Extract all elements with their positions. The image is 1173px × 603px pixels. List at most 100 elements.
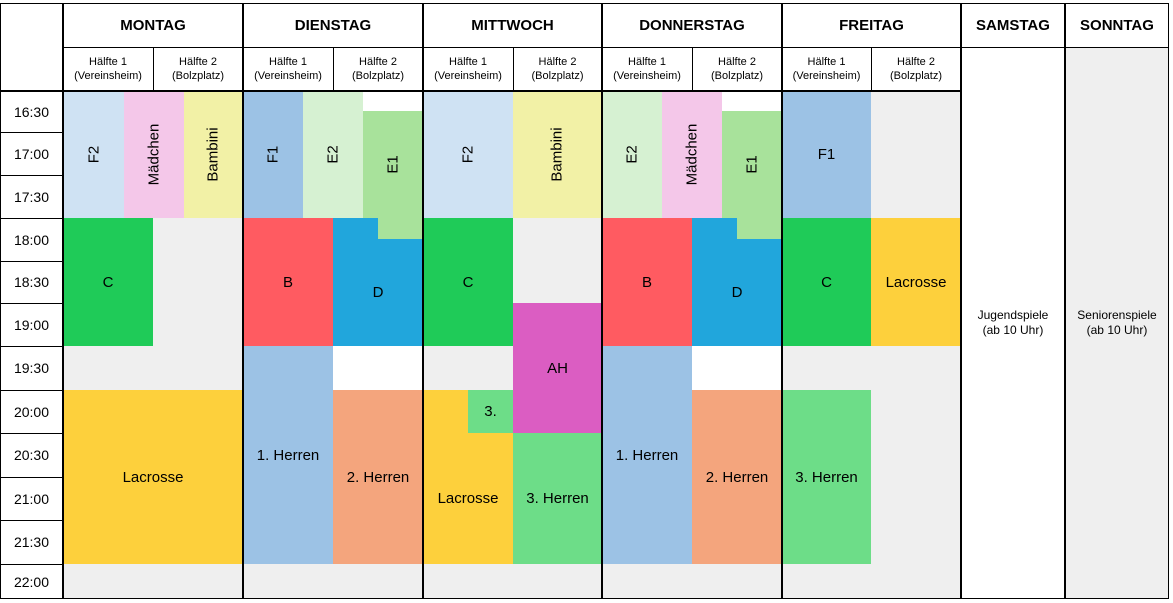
time-label: 19:00 bbox=[0, 303, 63, 346]
saturday-note-line: Jugendspiele bbox=[977, 308, 1049, 322]
training-block: C bbox=[423, 218, 513, 346]
half-label: Hälfte 2 bbox=[359, 56, 397, 68]
time-label: 17:00 bbox=[0, 132, 63, 175]
half-divider bbox=[153, 47, 154, 91]
time-separator bbox=[0, 564, 63, 565]
empty-slot bbox=[333, 346, 423, 390]
half-place: (Bolzplatz) bbox=[711, 70, 763, 82]
training-block-label: 1. Herren bbox=[615, 446, 679, 464]
training-block: Lacrosse bbox=[871, 218, 961, 346]
frame-bottom bbox=[0, 598, 1169, 599]
frame-right bbox=[1168, 3, 1169, 599]
half-header-day5-h2: Hälfte 2 (Bolzplatz) bbox=[871, 47, 961, 91]
training-block-label: Mädchen bbox=[145, 123, 163, 186]
time-separator bbox=[0, 303, 63, 304]
sunday-note-line: (ab 10 Uhr) bbox=[1086, 323, 1148, 337]
training-block: 3. Herren bbox=[782, 390, 871, 564]
training-block: C bbox=[782, 218, 871, 346]
half-label: Hälfte 2 bbox=[718, 56, 756, 68]
training-block: Bambini bbox=[184, 91, 243, 218]
training-block: Bambini bbox=[513, 91, 602, 218]
training-block-small bbox=[333, 218, 378, 239]
training-block: 1. Herren bbox=[243, 346, 333, 564]
training-block: D bbox=[333, 239, 423, 346]
training-block-label: Bambini bbox=[204, 127, 222, 182]
training-block-label: E2 bbox=[623, 145, 641, 164]
training-block: Mädchen bbox=[124, 91, 184, 218]
day-header-6: SAMSTAG bbox=[961, 4, 1065, 47]
time-label: 19:30 bbox=[0, 346, 63, 390]
training-block-label: AH bbox=[547, 359, 568, 377]
half-place: (Bolzplatz) bbox=[531, 70, 584, 82]
training-block-label: D bbox=[372, 284, 384, 301]
training-block: Lacrosse bbox=[63, 390, 243, 564]
half-divider bbox=[513, 47, 514, 91]
half-label: Hälfte 1 bbox=[449, 56, 487, 68]
training-block-label: D bbox=[731, 284, 743, 301]
half-header-day3-h1: Hälfte 1 (Vereinsheim) bbox=[423, 47, 513, 91]
half-label: Hälfte 2 bbox=[538, 56, 577, 68]
training-block-label: Bambini bbox=[548, 127, 566, 182]
time-label: 16:30 bbox=[0, 91, 63, 132]
training-block-label: E1 bbox=[384, 155, 402, 174]
training-block: E1 bbox=[722, 111, 782, 218]
training-block-label: Lacrosse bbox=[885, 273, 947, 291]
half-header-day5-h1: Hälfte 1 (Vereinsheim) bbox=[782, 47, 871, 91]
time-separator bbox=[0, 218, 63, 219]
half-place: (Vereinsheim) bbox=[254, 70, 322, 82]
time-label: 18:00 bbox=[0, 218, 63, 261]
header-bottom bbox=[0, 90, 961, 92]
time-separator bbox=[0, 261, 63, 262]
training-block: B bbox=[602, 218, 692, 346]
time-separator bbox=[0, 433, 63, 434]
empty-slot bbox=[722, 91, 782, 111]
day-header-2: DIENSTAG bbox=[243, 4, 423, 47]
time-separator bbox=[0, 477, 63, 478]
half-label: Hälfte 2 bbox=[179, 56, 217, 68]
time-label: 21:30 bbox=[0, 520, 63, 564]
training-block-small bbox=[423, 390, 468, 433]
half-header-day3-h2: Hälfte 2 (Bolzplatz) bbox=[513, 47, 602, 91]
training-block: F2 bbox=[63, 91, 124, 218]
day-separator bbox=[62, 3, 64, 599]
time-separator bbox=[0, 390, 63, 391]
training-block-label: F2 bbox=[84, 145, 102, 164]
training-block: C bbox=[63, 218, 153, 346]
half-divider bbox=[333, 47, 334, 91]
training-block-small bbox=[378, 218, 423, 239]
day-separator bbox=[1064, 3, 1066, 599]
training-block-label: 3. bbox=[484, 403, 497, 420]
training-block-label: 3. Herren bbox=[526, 490, 589, 507]
day-header-1: MONTAG bbox=[63, 4, 243, 47]
training-block-label: E1 bbox=[743, 155, 761, 174]
empty-slot bbox=[692, 346, 782, 390]
half-header-day1-h1: Hälfte 1 (Vereinsheim) bbox=[63, 47, 153, 91]
frame-left bbox=[0, 3, 1, 599]
time-separator bbox=[0, 346, 63, 347]
training-block-label: F2 bbox=[459, 145, 477, 164]
empty-slot bbox=[363, 91, 423, 111]
training-block: F2 bbox=[423, 91, 513, 218]
training-block: D bbox=[692, 239, 782, 346]
training-block-small bbox=[692, 218, 737, 239]
training-block-label: C bbox=[821, 273, 832, 291]
day-header-5: FREITAG bbox=[782, 4, 961, 47]
time-label: 18:30 bbox=[0, 261, 63, 303]
time-separator bbox=[0, 132, 63, 133]
training-block: Mädchen bbox=[662, 91, 722, 218]
training-block: 3. Herren bbox=[513, 433, 602, 564]
training-block-label: Mädchen bbox=[683, 123, 701, 186]
training-block-label: B bbox=[282, 273, 293, 291]
half-divider bbox=[692, 47, 693, 91]
training-block: E2 bbox=[602, 91, 662, 218]
half-label: Hälfte 1 bbox=[807, 56, 846, 68]
training-block-label: F1 bbox=[264, 145, 282, 164]
half-divider bbox=[871, 47, 872, 91]
training-block: F1 bbox=[782, 91, 871, 218]
training-block-label: 3. Herren bbox=[795, 468, 858, 486]
half-label: Hälfte 1 bbox=[628, 56, 666, 68]
training-block-small bbox=[737, 218, 782, 239]
half-header-day2-h1: Hälfte 1 (Vereinsheim) bbox=[243, 47, 333, 91]
training-block: 1. Herren bbox=[602, 346, 692, 564]
